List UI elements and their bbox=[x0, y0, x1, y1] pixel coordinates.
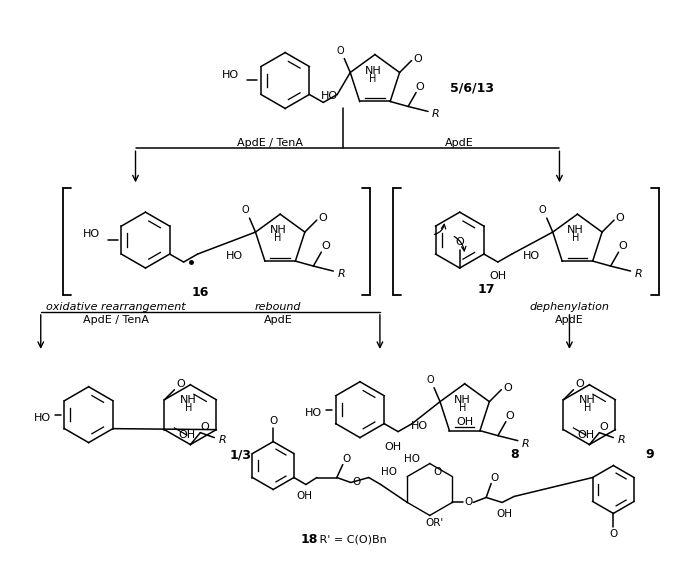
Text: H: H bbox=[584, 403, 591, 413]
Text: O: O bbox=[416, 81, 425, 91]
Text: OH: OH bbox=[385, 442, 402, 452]
Text: O: O bbox=[464, 498, 473, 508]
Text: O: O bbox=[413, 53, 422, 63]
Text: 5/6/13: 5/6/13 bbox=[450, 82, 494, 95]
Text: NH: NH bbox=[567, 225, 584, 235]
Text: O: O bbox=[352, 477, 361, 488]
Text: ApdE: ApdE bbox=[264, 315, 293, 325]
Text: O: O bbox=[609, 530, 618, 539]
Text: H: H bbox=[572, 233, 579, 243]
Text: O: O bbox=[343, 453, 351, 463]
Text: R: R bbox=[218, 435, 226, 445]
Text: OH: OH bbox=[179, 430, 196, 440]
Text: OH: OH bbox=[296, 491, 312, 502]
Text: OH: OH bbox=[496, 509, 512, 519]
Text: R: R bbox=[337, 269, 345, 279]
Text: 16: 16 bbox=[192, 287, 209, 300]
Text: dephenylation: dephenylation bbox=[530, 302, 609, 312]
Text: H: H bbox=[185, 403, 192, 413]
Text: O: O bbox=[269, 416, 278, 426]
Text: O: O bbox=[599, 422, 608, 431]
Text: O: O bbox=[200, 422, 209, 431]
Text: OH: OH bbox=[489, 271, 506, 281]
Text: O: O bbox=[506, 411, 515, 421]
Text: oxidative rearrangement: oxidative rearrangement bbox=[46, 302, 185, 312]
Text: HO: HO bbox=[305, 408, 322, 418]
Text: HO: HO bbox=[82, 229, 100, 239]
Text: O: O bbox=[539, 205, 547, 215]
Text: R: R bbox=[432, 109, 440, 119]
Text: 18: 18 bbox=[300, 533, 317, 546]
Text: O: O bbox=[616, 213, 624, 223]
Text: O: O bbox=[242, 205, 249, 215]
Text: O: O bbox=[176, 379, 185, 389]
Text: HO: HO bbox=[34, 413, 51, 422]
Text: ApdE / TenA: ApdE / TenA bbox=[237, 139, 303, 148]
Text: O: O bbox=[318, 213, 327, 223]
Text: HO: HO bbox=[404, 453, 420, 463]
Text: O: O bbox=[426, 375, 434, 385]
Text: O: O bbox=[433, 467, 442, 476]
Text: O: O bbox=[321, 241, 330, 251]
Text: HO: HO bbox=[523, 251, 540, 261]
Text: 8: 8 bbox=[510, 448, 519, 461]
Text: O: O bbox=[337, 45, 344, 56]
Text: NH: NH bbox=[270, 225, 286, 235]
Text: HO: HO bbox=[410, 421, 427, 431]
Text: O: O bbox=[575, 379, 584, 389]
Text: O: O bbox=[618, 241, 627, 251]
Text: R: R bbox=[522, 439, 530, 449]
Text: HO: HO bbox=[226, 251, 243, 261]
Text: H: H bbox=[369, 73, 376, 84]
Text: HO: HO bbox=[381, 467, 397, 476]
Text: H: H bbox=[275, 233, 282, 243]
Text: NH: NH bbox=[180, 395, 196, 404]
Text: ApdE / TenA: ApdE / TenA bbox=[82, 315, 148, 325]
Text: 9: 9 bbox=[645, 448, 653, 461]
Text: ApdE: ApdE bbox=[555, 315, 584, 325]
Text: O: O bbox=[455, 237, 464, 247]
Text: H: H bbox=[459, 403, 466, 413]
Text: 1/3: 1/3 bbox=[229, 448, 251, 461]
Text: OH: OH bbox=[578, 430, 594, 440]
Text: OH: OH bbox=[456, 417, 473, 427]
Text: R: R bbox=[635, 269, 642, 279]
Text: NH: NH bbox=[365, 66, 381, 76]
Text: HO: HO bbox=[222, 70, 239, 80]
Text: 17: 17 bbox=[478, 283, 495, 296]
Text: O: O bbox=[503, 383, 512, 393]
Text: O: O bbox=[490, 472, 498, 482]
Text: OR': OR' bbox=[426, 518, 444, 528]
Text: NH: NH bbox=[454, 395, 471, 404]
Text: rebound: rebound bbox=[255, 302, 302, 312]
Text: R' = C(O)Bn: R' = C(O)Bn bbox=[316, 535, 387, 544]
Text: HO: HO bbox=[321, 91, 338, 102]
Text: ApdE: ApdE bbox=[445, 139, 474, 148]
Text: R: R bbox=[618, 435, 625, 445]
Text: NH: NH bbox=[579, 395, 596, 404]
